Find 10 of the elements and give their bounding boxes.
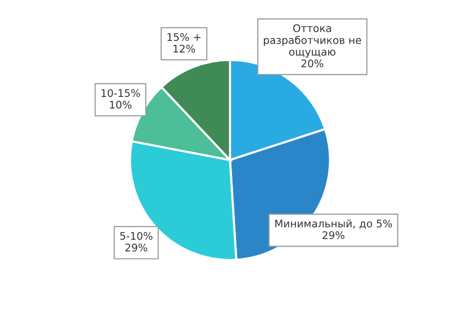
data-label: 29%: [322, 231, 344, 240]
data-label: 20%: [301, 59, 324, 68]
slice-label: 5-10%: [120, 232, 152, 240]
slice-label: Минимальный, до 5%: [275, 219, 392, 229]
slice-label: 15% +: [168, 33, 200, 41]
slice-label: Оттока разработчиков не ощущаю: [264, 24, 362, 58]
data-label: 10%: [110, 100, 132, 109]
data-label: 12%: [174, 44, 195, 53]
slice-label: 10-15%: [102, 89, 140, 97]
data-label: 29%: [125, 244, 148, 252]
